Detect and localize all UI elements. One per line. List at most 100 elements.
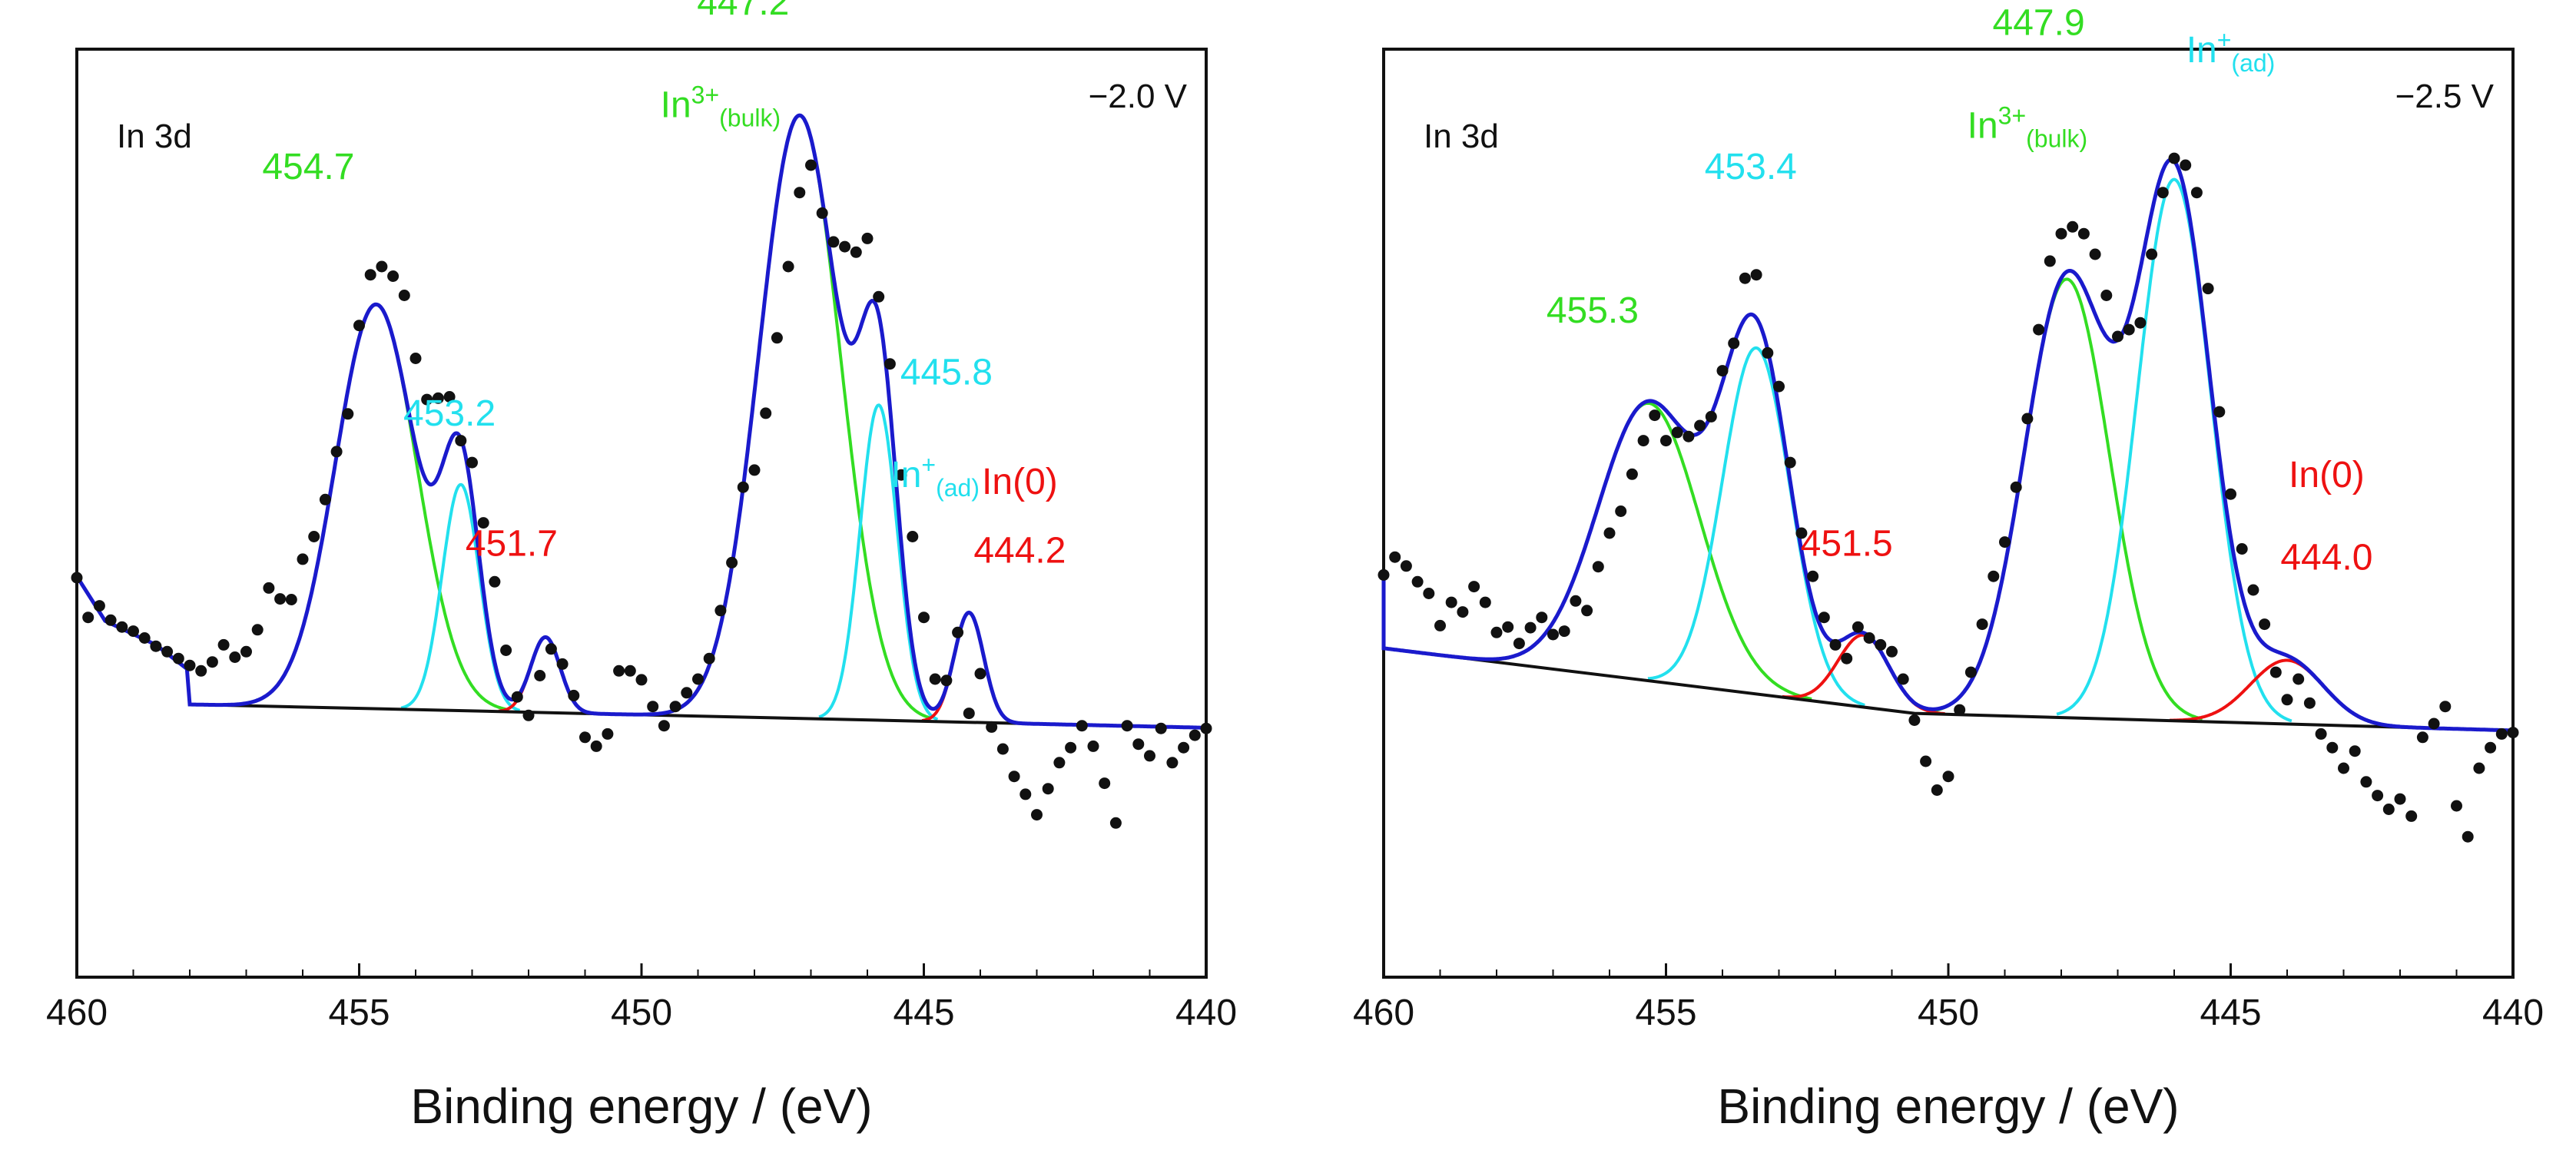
data-point	[1411, 575, 1424, 588]
data-point	[93, 600, 105, 612]
data-point	[986, 721, 998, 733]
fit-lines	[1381, 157, 2514, 733]
data-point	[1592, 561, 1604, 573]
data-point	[1468, 581, 1480, 593]
data-point	[1008, 771, 1020, 783]
peak-annotation: In(0)	[982, 462, 1058, 502]
x-tick-label: 445	[893, 993, 954, 1033]
x-axis-ticks: 460 455 450 445 440	[46, 963, 1237, 1033]
data-point	[116, 621, 128, 633]
data-point	[195, 665, 207, 677]
data-point	[161, 645, 174, 658]
data-point	[1649, 409, 1661, 422]
data-point	[2168, 152, 2180, 164]
data-point	[1762, 346, 1774, 359]
x-axis-title: Binding energy / (eV)	[1717, 1079, 2179, 1134]
x-tick-label: 440	[2482, 993, 2544, 1033]
data-point	[206, 656, 218, 668]
data-point	[816, 207, 828, 219]
data-point	[2089, 248, 2101, 260]
data-point	[1728, 337, 1740, 350]
data-point	[409, 353, 422, 364]
data-point	[2439, 701, 2452, 713]
sample-label: In 3d	[117, 118, 192, 155]
data-point	[229, 651, 241, 663]
data-point	[2236, 543, 2248, 555]
data-point	[364, 269, 376, 281]
data-point	[681, 687, 693, 699]
component-peak-curve	[400, 482, 521, 712]
data-point	[1807, 570, 1819, 582]
data-point	[1784, 456, 1796, 469]
data-point	[692, 673, 704, 685]
data-point	[2033, 323, 2045, 336]
data-point	[534, 670, 546, 681]
data-point	[1031, 809, 1043, 821]
data-point	[1200, 722, 1212, 734]
data-point	[421, 393, 433, 406]
peak-annotation: 453.2	[403, 393, 496, 434]
data-point	[1739, 272, 1751, 284]
data-point	[1166, 757, 1179, 769]
data-point	[398, 290, 410, 301]
data-point	[1019, 788, 1032, 800]
data-point	[342, 408, 354, 420]
data-point	[2315, 727, 2327, 740]
data-point	[1931, 784, 1943, 796]
data-point	[1132, 738, 1145, 751]
x-tick-label: 455	[328, 993, 390, 1033]
data-point	[1378, 568, 1390, 581]
data-point	[2394, 793, 2406, 805]
data-point	[1536, 611, 1548, 624]
x-tick-label: 450	[611, 993, 672, 1033]
data-point	[263, 582, 275, 594]
data-point	[556, 658, 569, 670]
data-point	[2044, 255, 2056, 267]
peak-annotations: 455.3453.4451.5447.9446.0In(0)444.0In3+(…	[1547, 3, 2373, 578]
voltage-label: −2.0 V	[1089, 78, 1188, 115]
x-axis-title: Binding energy / (eV)	[410, 1079, 872, 1134]
data-point	[297, 553, 309, 565]
data-point	[2338, 762, 2349, 774]
data-point	[1457, 606, 1469, 618]
data-point	[1087, 740, 1099, 752]
data-point	[432, 392, 444, 404]
data-point	[2462, 830, 2474, 843]
data-point	[2269, 666, 2282, 678]
species-label: In+(ad)	[890, 451, 980, 502]
data-point	[330, 446, 343, 458]
peak-annotations: 454.7 453.2 451.7 447.2 445.8 In(0) 444.2 In3+(…	[262, 0, 1066, 571]
data-point	[1750, 269, 1762, 281]
data-point	[1099, 777, 1111, 790]
data-point	[1479, 596, 1491, 608]
component-peak-curve	[245, 303, 506, 711]
data-point	[489, 575, 501, 588]
data-point	[2349, 745, 2361, 757]
data-point	[2202, 283, 2214, 295]
data-point	[1445, 596, 1457, 608]
data-point	[1144, 750, 1155, 762]
data-point	[794, 187, 806, 199]
data-point	[579, 731, 591, 744]
data-point	[2247, 584, 2259, 596]
x-tick-label: 455	[1635, 993, 1696, 1033]
data-point	[1829, 638, 1842, 651]
data-point	[1999, 536, 2011, 549]
data-point	[624, 665, 636, 677]
data-point	[251, 624, 264, 636]
data-point	[1988, 570, 2000, 582]
data-point	[1581, 605, 1593, 617]
data-point	[2416, 731, 2428, 744]
data-point	[1852, 621, 1864, 633]
data-point	[1920, 755, 1932, 767]
data-point	[240, 645, 252, 658]
data-point	[1976, 618, 1988, 631]
data-point	[1683, 430, 1695, 442]
data-point	[748, 464, 761, 476]
data-point	[2123, 323, 2135, 336]
data-point	[895, 469, 907, 481]
data-point	[500, 645, 512, 656]
component-peak-curve	[818, 403, 939, 721]
data-point	[308, 531, 320, 542]
data-point	[1615, 505, 1627, 517]
